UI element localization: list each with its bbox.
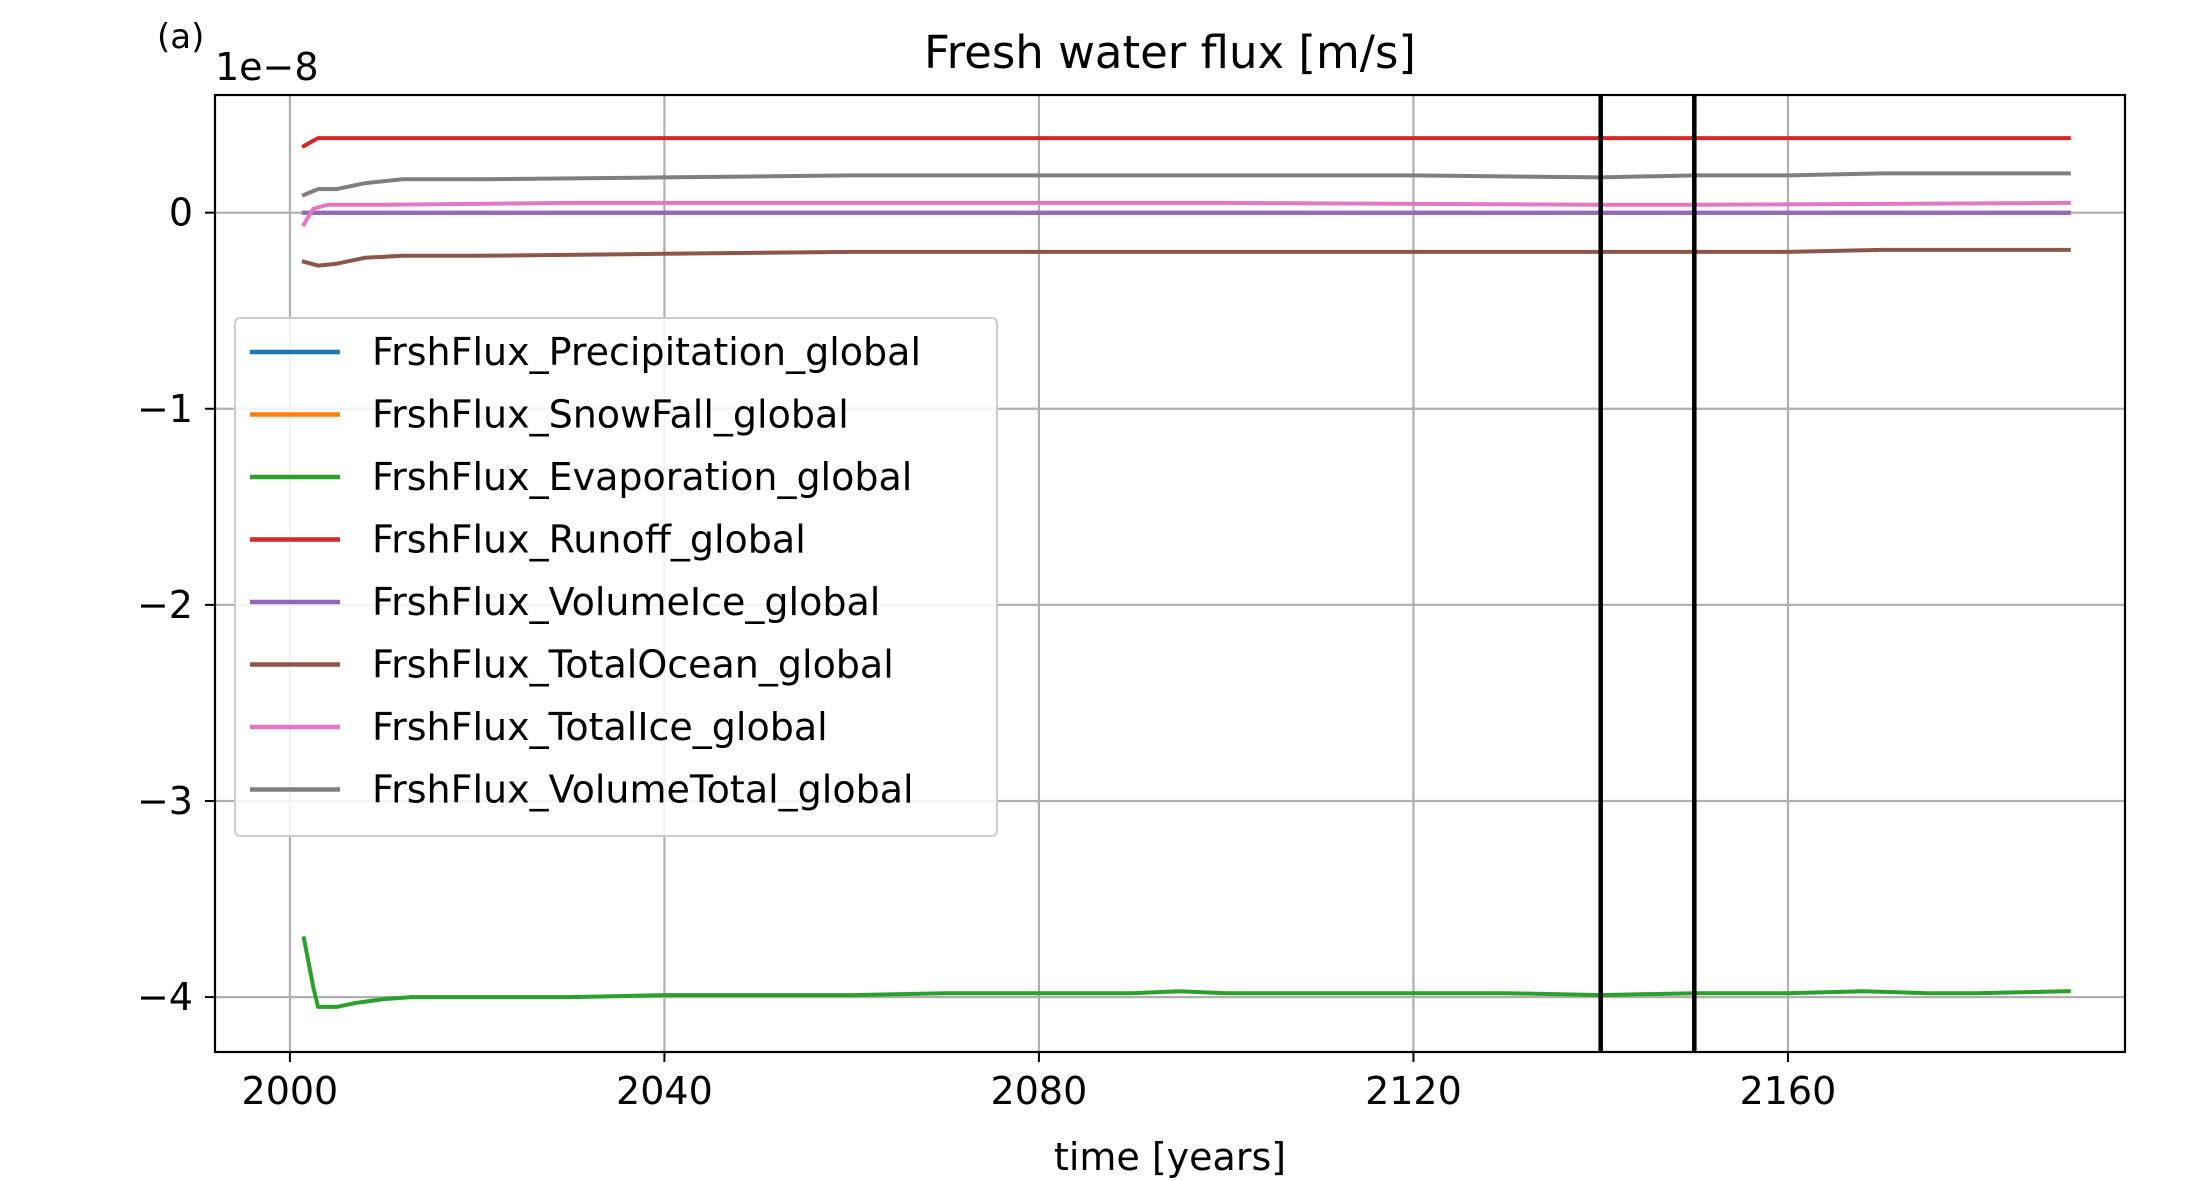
plot-frame	[213, 93, 2127, 1054]
legend-entry: FrshFlux_Runoff_global	[250, 518, 806, 562]
legend-label: FrshFlux_Evaporation_global	[372, 455, 912, 499]
x-axis-label: time [years]	[1054, 1135, 1286, 1179]
legend-label: FrshFlux_SnowFall_global	[372, 393, 849, 437]
axis-ticks: 2000 2040 2080 2120 2160 0 −1 −2 −3 −4	[137, 191, 1836, 1113]
legend-entry: FrshFlux_Evaporation_global	[250, 455, 912, 499]
legend-label: FrshFlux_VolumeTotal_global	[372, 768, 914, 812]
x-tick-label: 2040	[616, 1069, 713, 1113]
legend-entry: FrshFlux_Precipitation_global	[250, 330, 921, 374]
legend-label: FrshFlux_TotalOcean_global	[372, 643, 894, 687]
x-tick-label: 2080	[991, 1069, 1088, 1113]
y-tick-label: −1	[137, 387, 193, 431]
legend-items: FrshFlux_Precipitation_global FrshFlux_Sn…	[250, 330, 921, 812]
legend-entry: FrshFlux_TotalOcean_global	[250, 643, 894, 687]
panel-label: (a)	[157, 17, 204, 57]
legend-label: FrshFlux_VolumeIce_global	[372, 580, 880, 624]
legend-box	[234, 317, 998, 837]
y-tick-label: −3	[137, 779, 193, 823]
series-line-FrshFlux_Evaporation_global	[301, 935, 2071, 1009]
series-line-FrshFlux_Runoff_global	[301, 136, 2071, 149]
legend-entry: FrshFlux_VolumeTotal_global	[250, 768, 914, 812]
x-tick-label: 2120	[1365, 1069, 1462, 1113]
vertical-markers	[1598, 95, 1697, 1052]
legend-entry: FrshFlux_SnowFall_global	[250, 393, 849, 437]
legend-label: FrshFlux_Precipitation_global	[372, 330, 921, 374]
x-tick-label: 2000	[242, 1069, 339, 1113]
y-axis-offset-text: 1e−8	[215, 45, 319, 89]
series-line-FrshFlux_TotalIce_global	[301, 200, 2071, 228]
legend: FrshFlux_Precipitation_global FrshFlux_Sn…	[234, 317, 998, 837]
legend-label: FrshFlux_TotalIce_global	[372, 705, 828, 749]
y-tick-label: 0	[169, 191, 193, 235]
chart-title: Fresh water flux [m/s]	[924, 26, 1416, 79]
x-tick-label: 2160	[1740, 1069, 1837, 1113]
legend-entry: FrshFlux_TotalIce_global	[250, 705, 828, 749]
y-tick-label: −4	[137, 975, 193, 1019]
series-line-FrshFlux_VolumeTotal_global	[301, 171, 2071, 198]
legend-label: FrshFlux_Runoff_global	[372, 518, 806, 562]
legend-entry: FrshFlux_VolumeIce_global	[250, 580, 880, 624]
y-tick-label: −2	[137, 583, 193, 627]
series-line-FrshFlux_TotalOcean_global	[301, 247, 2071, 268]
